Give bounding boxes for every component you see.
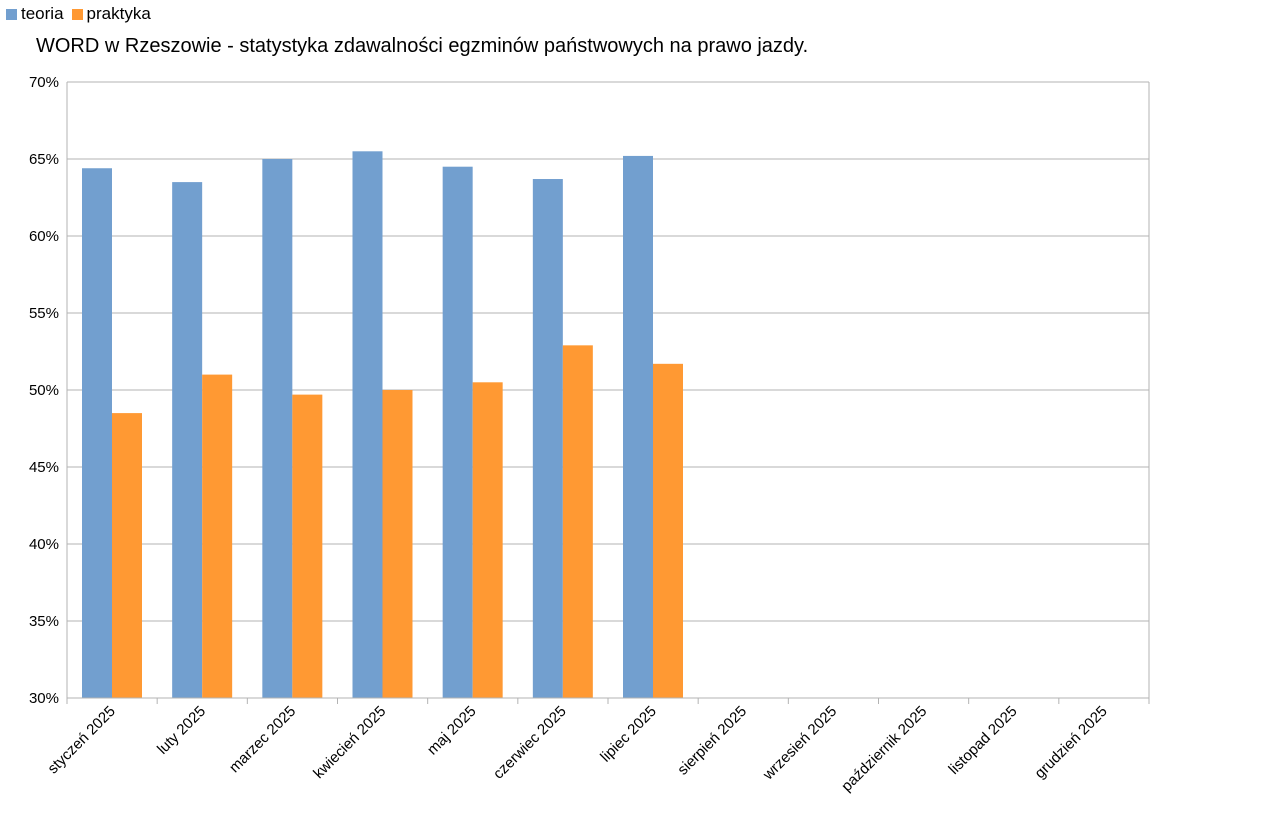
- bar-praktyka: [202, 374, 233, 698]
- y-tick-label: 70%: [29, 74, 59, 91]
- bar-praktyka: [562, 345, 593, 698]
- x-tick-label: maj 2025: [424, 703, 480, 759]
- legend-swatch-teoria: [6, 8, 17, 20]
- bar-praktyka: [112, 413, 142, 698]
- legend-label-teoria: teoria: [21, 4, 64, 23]
- bar-teoria: [172, 182, 203, 699]
- legend-swatch-praktyka: [71, 8, 83, 20]
- x-tick-label: marzec 2025: [226, 703, 299, 776]
- y-tick-label: 45%: [29, 459, 59, 476]
- y-tick-label: 65%: [29, 151, 59, 168]
- bar-teoria: [442, 166, 473, 698]
- legend-label-praktyka: praktyka: [86, 4, 151, 23]
- bar-teoria: [262, 159, 293, 698]
- x-tick-label: grudzień 2025: [1031, 703, 1110, 782]
- chart-title: WORD w Rzeszowie - statystyka zdawalnośc…: [36, 35, 809, 57]
- bar-praktyka: [292, 394, 323, 698]
- y-tick-label: 35%: [29, 613, 59, 630]
- y-tick-label: 55%: [29, 305, 59, 322]
- x-tick-label: lipiec 2025: [597, 703, 660, 766]
- x-tick-label: sierpień 2025: [674, 703, 750, 779]
- x-tick-label: październik 2025: [838, 703, 930, 795]
- x-tick-label: styczeń 2025: [44, 703, 119, 778]
- bar-praktyka: [382, 390, 413, 698]
- y-tick-label: 50%: [29, 382, 59, 399]
- x-tick-label: wrzesień 2025: [759, 703, 840, 784]
- y-tick-label: 30%: [29, 690, 59, 707]
- x-tick-label: listopad 2025: [945, 703, 1020, 778]
- bar-teoria: [532, 179, 563, 698]
- legend: teoria praktyka: [6, 4, 159, 24]
- x-tick-label: kwiecień 2025: [310, 703, 389, 782]
- x-tick-label: luty 2025: [154, 703, 209, 758]
- legend-item-praktyka: praktyka: [71, 4, 151, 24]
- bar-teoria: [352, 151, 383, 699]
- y-tick-label: 40%: [29, 536, 59, 553]
- x-tick-label: czerwiec 2025: [490, 703, 570, 783]
- bar-teoria: [82, 168, 112, 699]
- bar-praktyka: [472, 382, 503, 698]
- legend-item-teoria: teoria: [6, 4, 64, 24]
- bar-praktyka: [653, 363, 683, 698]
- y-tick-label: 60%: [29, 228, 59, 245]
- bar-teoria: [623, 155, 653, 699]
